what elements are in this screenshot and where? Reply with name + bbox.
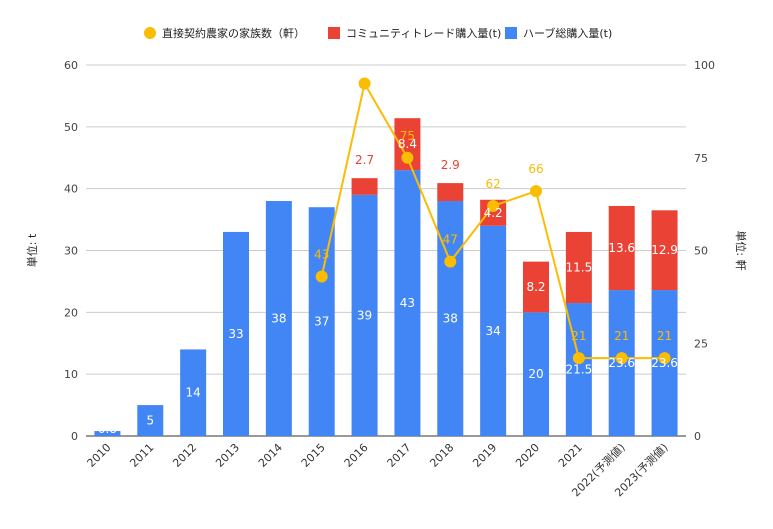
x-tick-label: 2011 — [127, 441, 156, 470]
bar-label-herb-total: 34 — [486, 324, 501, 338]
legend-marker — [328, 27, 340, 39]
bar-community-trade — [437, 183, 464, 202]
bar-herb-total — [94, 431, 121, 436]
x-tick-label: 2015 — [299, 441, 328, 470]
line-label-farm-families: 75 — [400, 129, 415, 143]
bar-herb-total — [223, 231, 249, 436]
bar-label-community-trade: 2.9 — [441, 158, 460, 172]
line-point-farm-families — [315, 270, 328, 283]
bar-label-herb-total: 33 — [228, 327, 243, 341]
bar-community-trade — [651, 210, 678, 291]
bar-label-community-trade: 8.4 — [398, 137, 417, 151]
y-right-tick-label: 75 — [694, 152, 708, 165]
bar-community-trade — [523, 261, 549, 313]
bar-herb-total — [308, 207, 335, 436]
bar-label-community-trade: 12.9 — [651, 243, 678, 257]
data-labels: 0.8 5 14 33 38 37 39 2.7 43 8.4 38 2.9 34 4.2 20 8.2 21.… — [98, 129, 678, 436]
bar-label-herb-total: 39 — [357, 308, 372, 322]
bar-label-herb-total: 38 — [443, 312, 458, 326]
bar-label-herb-total: 23.6 — [608, 356, 635, 370]
y-left-tick-label: 50 — [64, 121, 78, 134]
x-tick-label: 2018 — [427, 441, 456, 470]
line-point-farm-families — [401, 151, 414, 164]
line-label-farm-families: 62 — [486, 177, 501, 191]
bar-label-herb-total: 0.8 — [98, 422, 117, 436]
bar-community-trade — [565, 231, 592, 304]
line-label-farm-families: 21 — [657, 329, 672, 343]
line-point-farm-families — [615, 352, 628, 365]
y-right-tick-label: 0 — [694, 430, 701, 443]
x-tick-label: 2020 — [513, 441, 542, 470]
bar-community-trade — [351, 178, 378, 195]
y-right-tick-label: 50 — [694, 245, 708, 258]
x-tick-label: 2019 — [470, 441, 499, 470]
y-left-tick-label: 40 — [64, 183, 78, 196]
line-point-farm-families — [487, 199, 500, 212]
line-label-farm-families: 47 — [443, 233, 458, 247]
line-label-farm-families: 43 — [314, 247, 329, 261]
legend: 直接契約農家の家族数（軒） コミュニティトレード購入量(t) ハーブ総購入量(t) — [144, 26, 612, 40]
x-tick-label: 2014 — [256, 441, 285, 470]
bar-herb-total — [351, 194, 378, 436]
bar-label-community-trade: 2.7 — [355, 153, 374, 167]
y-right-tick-label: 100 — [694, 59, 715, 72]
bar-label-herb-total: 37 — [314, 315, 329, 329]
bar-label-community-trade: 8.2 — [526, 280, 545, 294]
y-right-axis-title: 単位: 軒 — [734, 230, 748, 270]
line-label-farm-families: 21 — [614, 329, 629, 343]
x-tick-label: 2021 — [556, 441, 585, 470]
x-tick-label: 2010 — [85, 441, 114, 470]
bars — [94, 118, 678, 436]
legend-label: コミュニティトレード購入量(t) — [346, 26, 501, 40]
bar-community-trade — [608, 205, 635, 291]
bar-label-community-trade: 11.5 — [565, 261, 592, 275]
bar-label-herb-total: 20 — [528, 367, 543, 381]
legend-label: 直接契約農家の家族数（軒） — [162, 26, 305, 40]
y-left-tick-label: 10 — [64, 368, 78, 381]
bar-herb-total — [137, 405, 164, 436]
legend-label: ハーブ総購入量(t) — [523, 26, 612, 40]
bar-herb-total — [265, 201, 292, 436]
y-left-tick-label: 60 — [64, 59, 78, 72]
bar-herb-total — [180, 349, 207, 436]
x-tick-label: 2012 — [170, 441, 199, 470]
bar-herb-total — [480, 225, 507, 436]
x-tick-label: 2013 — [213, 441, 242, 470]
bar-label-community-trade: 4.2 — [484, 206, 503, 220]
bar-herb-total — [523, 312, 549, 436]
y-left-axis-title: 単位: t — [25, 233, 39, 267]
bar-label-herb-total: 43 — [400, 296, 415, 310]
bar-label-herb-total: 5 — [146, 414, 154, 428]
legend-marker — [505, 27, 517, 39]
bar-label-herb-total: 21.5 — [565, 363, 592, 377]
line-label-farm-families: 21 — [571, 329, 586, 343]
bar-label-community-trade: 13.6 — [608, 241, 635, 255]
line-point-farm-families — [358, 77, 371, 90]
x-tick-label: 2016 — [342, 441, 371, 470]
y-left-tick-label: 0 — [71, 430, 78, 443]
bar-herb-total — [394, 170, 421, 436]
y-right-tick-label: 25 — [694, 337, 708, 350]
bar-label-herb-total: 38 — [271, 312, 286, 326]
x-tick-label: 2017 — [385, 441, 414, 470]
line-point-farm-families — [530, 185, 542, 198]
line-label-farm-families: 66 — [528, 162, 543, 176]
legend-marker — [144, 27, 156, 39]
bar-label-herb-total: 23.6 — [651, 356, 678, 370]
y-left-tick-label: 30 — [64, 245, 78, 258]
line-series — [315, 77, 671, 365]
line-point-farm-families — [572, 352, 585, 365]
line-point-farm-families — [444, 255, 457, 268]
y-left-tick-label: 20 — [64, 306, 78, 319]
bar-label-herb-total: 14 — [186, 386, 201, 400]
line-point-farm-families — [658, 352, 671, 365]
